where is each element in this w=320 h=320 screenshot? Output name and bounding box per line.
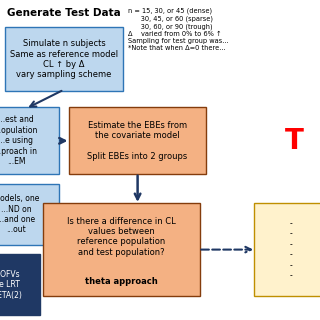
- Text: Is there a difference in CL
values between
reference population
and test populat: Is there a difference in CL values betwe…: [67, 217, 176, 257]
- FancyBboxPatch shape: [0, 107, 59, 174]
- Text: -
-
-
-
-
-: - - - - - -: [290, 219, 292, 280]
- Text: Estimate the EBEs from
the covariate model

Split EBEs into 2 groups: Estimate the EBEs from the covariate mod…: [87, 121, 188, 161]
- Text: Simulate n subjects
Same as reference model
CL ↑ by Δ
vary sampling scheme: Simulate n subjects Same as reference mo…: [10, 39, 118, 79]
- Text: ...odels, one
...ND on
...and one
...out: ...odels, one ...ND on ...and one ...out: [0, 194, 39, 235]
- Text: T: T: [285, 127, 304, 155]
- FancyBboxPatch shape: [5, 27, 123, 91]
- Text: n = 15, 30, or 45 (dense)
      30, 45, or 60 (sparse)
      30, 60, or 90 (trou: n = 15, 30, or 45 (dense) 30, 45, or 60 …: [128, 8, 228, 51]
- FancyBboxPatch shape: [43, 203, 200, 296]
- Text: ...est and
...opulation
...e using
...proach in
...EM: ...est and ...opulation ...e using ...pr…: [0, 116, 38, 166]
- FancyBboxPatch shape: [254, 203, 320, 296]
- FancyBboxPatch shape: [0, 254, 40, 315]
- Text: Generate Test Data: Generate Test Data: [7, 8, 121, 18]
- FancyBboxPatch shape: [69, 107, 206, 174]
- FancyBboxPatch shape: [0, 184, 59, 245]
- Text: theta approach: theta approach: [85, 277, 158, 286]
- Text: ...OFVs
...e LRT
...ETA(2): ...OFVs ...e LRT ...ETA(2): [0, 270, 22, 300]
